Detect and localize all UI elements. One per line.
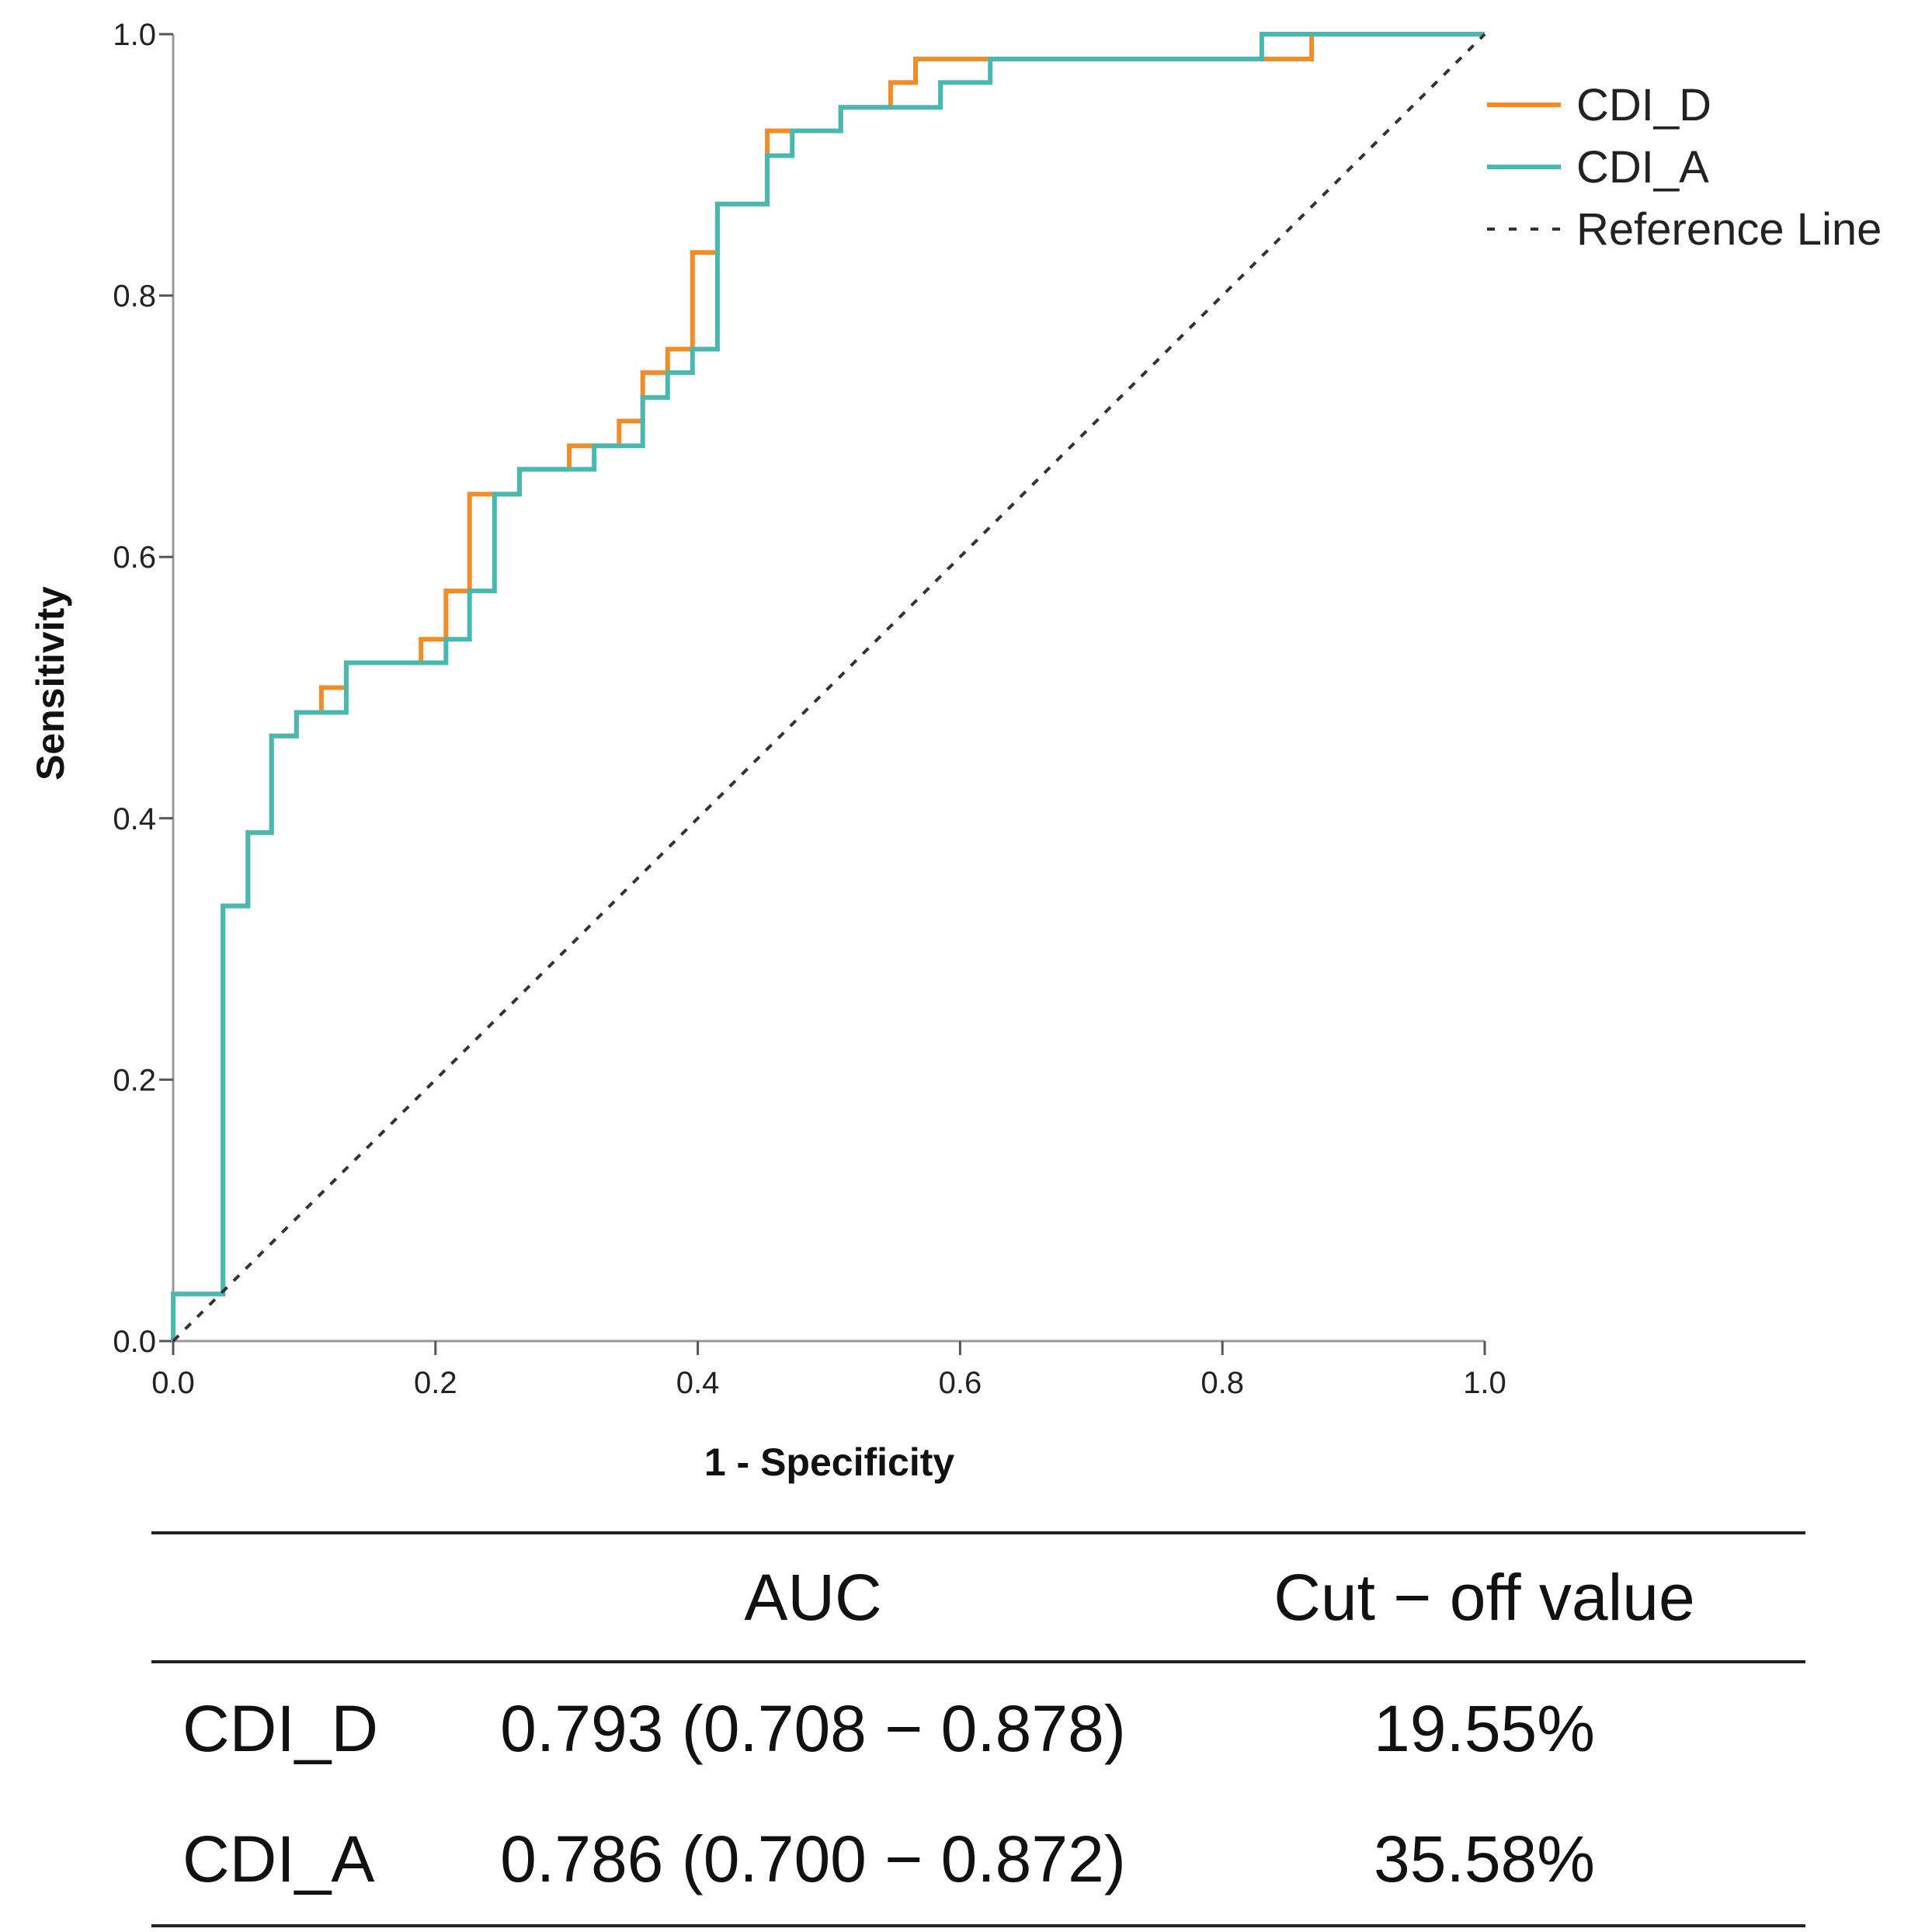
y-tick-label: 1.0 bbox=[113, 18, 156, 52]
auc-value: 0.786 (0.700 − 0.872) bbox=[500, 1822, 1126, 1896]
x-tick-label: 0.4 bbox=[676, 1366, 720, 1400]
cdi-a-line bbox=[171, 32, 1485, 1341]
y-tick-label: 0.6 bbox=[113, 540, 156, 575]
roc-chart: 0.0 0.2 0.4 0.6 0.8 1.0 0.0 0.2 0.4 0.6 0.8 1.0 CDI… bbox=[29, 18, 1882, 1484]
legend-label-reference-line: Reference Line bbox=[1576, 204, 1882, 255]
y-tick-label: 0.0 bbox=[113, 1325, 156, 1359]
header-blank bbox=[151, 1533, 463, 1662]
x-tick-label: 0.6 bbox=[939, 1366, 982, 1400]
legend: CDI_D CDI_A Reference Line bbox=[1487, 80, 1882, 255]
row-label: CDI_A bbox=[182, 1822, 375, 1896]
y-tick-label: 0.4 bbox=[113, 802, 156, 836]
table-row: CDI_D 0.793 (0.708 − 0.878) 19.55% bbox=[151, 1662, 1805, 1794]
y-tick-label: 0.2 bbox=[113, 1063, 156, 1097]
legend-label-cdi-a: CDI_A bbox=[1576, 142, 1709, 193]
row-label: CDI_D bbox=[182, 1691, 379, 1765]
y-axis-title: Sensitivity bbox=[29, 586, 72, 780]
x-tick-label: 0.0 bbox=[151, 1366, 195, 1400]
x-tick-label: 1.0 bbox=[1463, 1366, 1506, 1400]
stats-table: AUC Cut − off value CDI_D 0.793 (0.708 −… bbox=[151, 1531, 1805, 1927]
y-tick-label: 0.8 bbox=[113, 280, 156, 314]
header-auc: AUC bbox=[744, 1560, 882, 1634]
stats-header-row: AUC Cut − off value bbox=[151, 1533, 1805, 1662]
x-axis-title: 1 - Specificity bbox=[704, 1440, 955, 1484]
x-tick-label: 0.8 bbox=[1201, 1366, 1244, 1400]
cutoff-value: 19.55% bbox=[1374, 1691, 1595, 1765]
table-row: CDI_A 0.786 (0.700 − 0.872) 35.58% bbox=[151, 1794, 1805, 1926]
reference-line-line bbox=[172, 33, 1486, 1343]
cutoff-value: 35.58% bbox=[1374, 1822, 1595, 1896]
plot-area: 0.0 0.2 0.4 0.6 0.8 1.0 0.0 0.2 0.4 0.6 0.8 1.0 bbox=[113, 18, 1506, 1400]
header-cutoff: Cut − off value bbox=[1274, 1560, 1695, 1634]
auc-value: 0.793 (0.708 − 0.878) bbox=[500, 1691, 1126, 1765]
x-tick-label: 0.2 bbox=[414, 1366, 457, 1400]
legend-label-cdi-d: CDI_D bbox=[1576, 80, 1711, 130]
